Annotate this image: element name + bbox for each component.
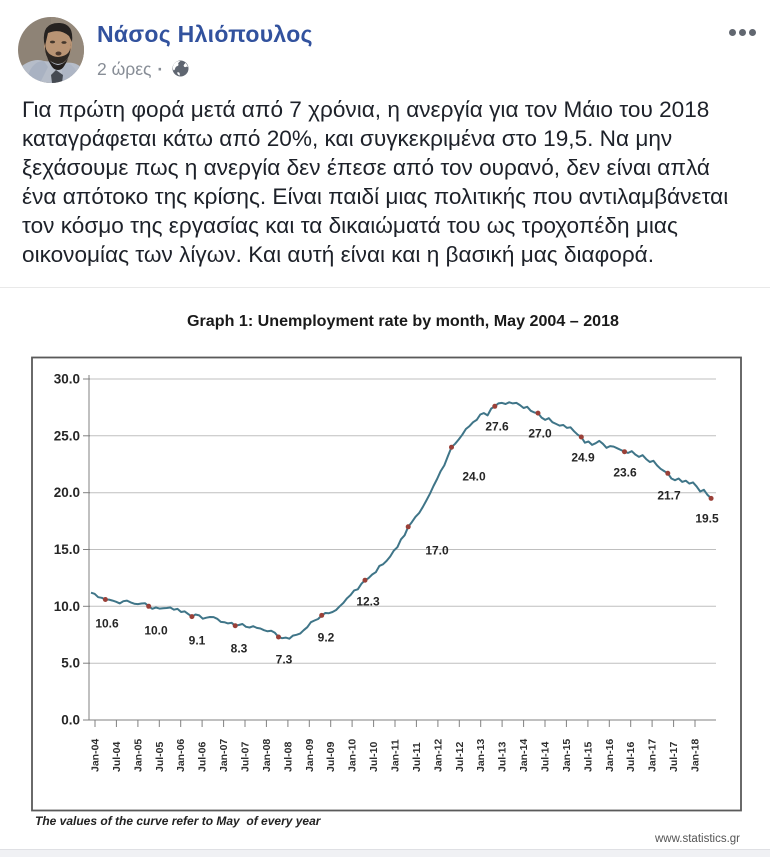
svg-text:12.3: 12.3 — [356, 595, 380, 609]
svg-text:0.0: 0.0 — [61, 713, 80, 728]
svg-text:30.0: 30.0 — [54, 372, 80, 387]
svg-text:21.7: 21.7 — [657, 489, 681, 503]
svg-text:9.1: 9.1 — [189, 634, 206, 648]
svg-text:Jan-17: Jan-17 — [647, 739, 659, 772]
svg-text:Jan-06: Jan-06 — [175, 739, 187, 772]
svg-text:Jan-14: Jan-14 — [518, 739, 530, 772]
svg-text:15.0: 15.0 — [54, 542, 80, 557]
svg-text:5.0: 5.0 — [61, 656, 80, 671]
svg-text:Jan-18: Jan-18 — [690, 739, 702, 772]
svg-text:Jan-10: Jan-10 — [347, 739, 359, 772]
svg-text:7.3: 7.3 — [276, 653, 293, 667]
svg-text:17.0: 17.0 — [425, 544, 449, 558]
svg-text:Jul-04: Jul-04 — [111, 741, 123, 772]
svg-text:Jul-06: Jul-06 — [197, 741, 209, 772]
svg-text:Jul-08: Jul-08 — [282, 741, 294, 772]
svg-text:Jul-09: Jul-09 — [325, 741, 337, 772]
svg-text:Jan-11: Jan-11 — [390, 739, 402, 772]
svg-text:Jul-15: Jul-15 — [582, 741, 594, 772]
svg-text:Jul-10: Jul-10 — [368, 741, 380, 772]
svg-text:Jul-13: Jul-13 — [497, 741, 509, 772]
svg-text:24.0: 24.0 — [462, 470, 486, 484]
svg-text:Jul-07: Jul-07 — [240, 741, 252, 772]
svg-text:Jan-07: Jan-07 — [218, 739, 230, 772]
svg-text:25.0: 25.0 — [54, 428, 80, 443]
svg-text:Jul-11: Jul-11 — [411, 742, 423, 772]
svg-text:Jan-16: Jan-16 — [604, 739, 616, 772]
svg-text:Jul-17: Jul-17 — [668, 741, 680, 772]
svg-text:Jan-15: Jan-15 — [561, 739, 573, 772]
svg-text:24.9: 24.9 — [571, 451, 595, 465]
svg-text:8.3: 8.3 — [231, 642, 248, 656]
svg-text:10.6: 10.6 — [95, 617, 119, 631]
svg-text:23.6: 23.6 — [613, 466, 637, 480]
svg-text:Jan-09: Jan-09 — [304, 739, 316, 772]
svg-text:Jan-08: Jan-08 — [261, 739, 273, 772]
svg-text:Jul-16: Jul-16 — [625, 741, 637, 772]
svg-text:Jan-04: Jan-04 — [90, 739, 102, 772]
svg-text:Jul-14: Jul-14 — [540, 741, 552, 772]
svg-text:10.0: 10.0 — [144, 624, 168, 638]
svg-text:27.0: 27.0 — [528, 427, 552, 441]
svg-text:Jan-05: Jan-05 — [132, 739, 144, 772]
svg-text:Jul-12: Jul-12 — [454, 741, 466, 772]
svg-text:27.6: 27.6 — [485, 420, 509, 434]
svg-text:Jan-12: Jan-12 — [432, 739, 444, 772]
svg-text:19.5: 19.5 — [695, 512, 719, 526]
svg-text:Jul-05: Jul-05 — [154, 741, 166, 772]
svg-text:10.0: 10.0 — [54, 599, 80, 614]
svg-text:20.0: 20.0 — [54, 485, 80, 500]
svg-text:Jan-13: Jan-13 — [475, 739, 487, 772]
svg-text:9.2: 9.2 — [318, 631, 335, 645]
